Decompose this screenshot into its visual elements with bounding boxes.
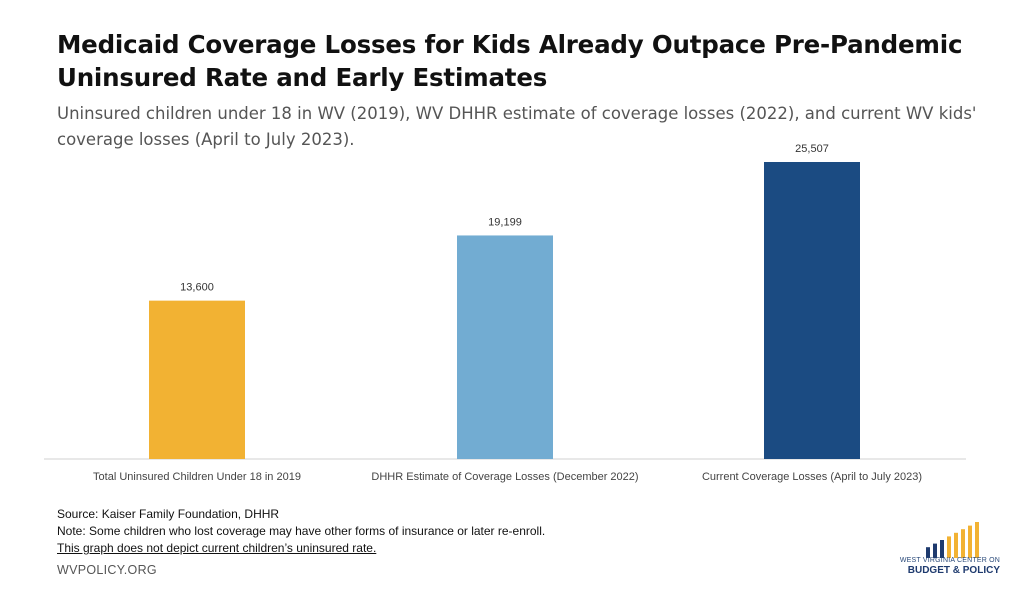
disclaimer-note: This graph does not depict current child…: [57, 541, 377, 555]
category-label-1: Total Uninsured Children Under 18 in 201…: [93, 471, 301, 483]
logo-bar-6: [961, 529, 965, 558]
category-label-2: DHHR Estimate of Coverage Losses (Decemb…: [371, 471, 638, 483]
logo-bar-4: [947, 536, 951, 558]
logo-bar-7: [968, 525, 972, 558]
coverage-note: Note: Some children who lost coverage ma…: [57, 524, 546, 538]
category-label-3: Current Coverage Losses (April to July 2…: [702, 471, 922, 483]
chart-title: Medicaid Coverage Losses for Kids Alread…: [57, 30, 963, 92]
logo-bars-icon: [926, 522, 979, 558]
bar-3: [764, 162, 860, 459]
logo-bar-3: [940, 540, 944, 558]
site-url[interactable]: WVPOLICY.ORG: [57, 563, 157, 577]
logo-bar-1: [926, 547, 930, 558]
logo-bar-2: [933, 543, 937, 558]
logo-text-bottom: BUDGET & POLICY: [907, 565, 1000, 576]
wvcbp-logo: WEST VIRGINIA CENTER ON BUDGET & POLICY: [880, 518, 1000, 578]
chart-subtitle: Uninsured children under 18 in WV (2019)…: [57, 104, 977, 149]
source-note: Source: Kaiser Family Foundation, DHHR: [57, 507, 280, 521]
bar-2: [457, 235, 553, 459]
data-label-2: 19,199: [488, 216, 522, 228]
footer-notes: Source: Kaiser Family Foundation, DHHR N…: [57, 506, 677, 557]
logo-bar-5: [954, 532, 958, 558]
data-label-3: 25,507: [795, 143, 829, 155]
bar-1: [149, 300, 245, 459]
data-label-1: 13,600: [180, 282, 214, 294]
logo-text-top: WEST VIRGINIA CENTER ON: [899, 557, 1000, 564]
logo-bar-8: [975, 522, 979, 558]
